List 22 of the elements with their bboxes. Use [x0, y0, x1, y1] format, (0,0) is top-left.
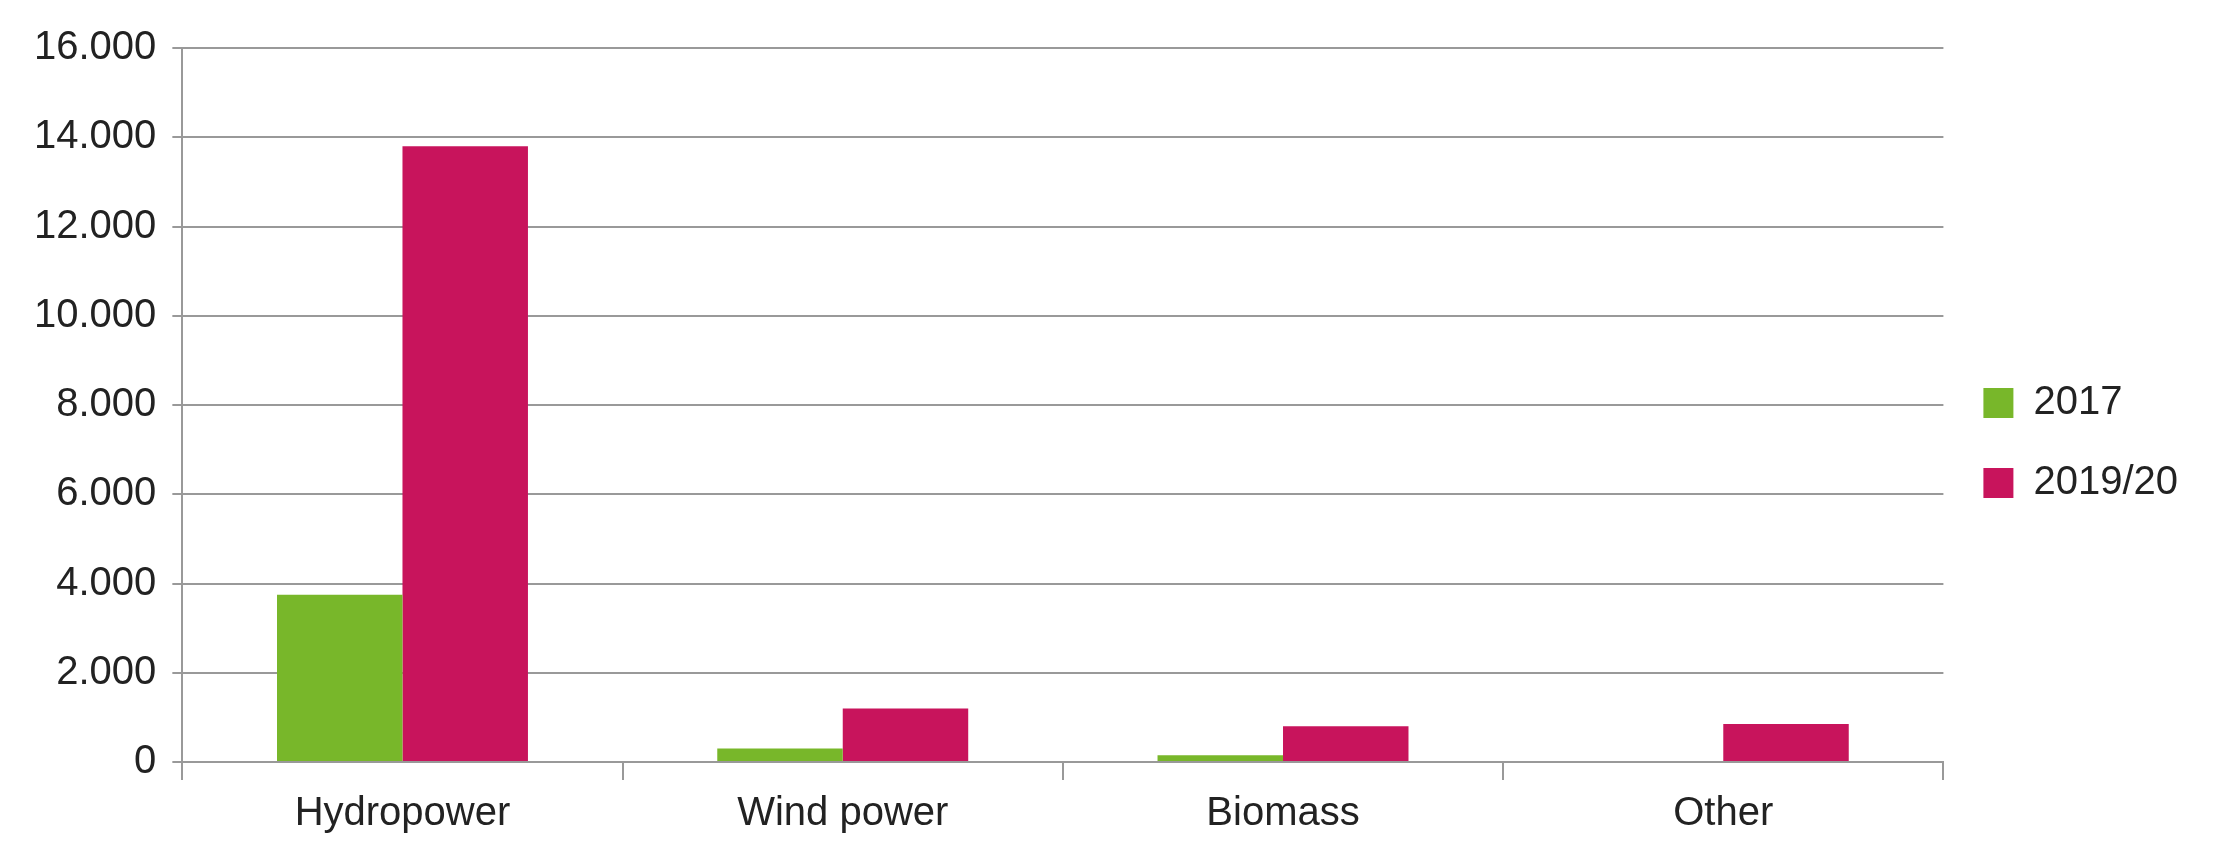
- x-tick-label: Biomass: [1206, 789, 1360, 834]
- y-tick-label: 8.000: [56, 380, 157, 425]
- y-tick-label: 4.000: [56, 558, 157, 603]
- y-tick-label: 0: [134, 737, 157, 782]
- bar: [402, 146, 528, 761]
- bar: [842, 708, 969, 761]
- y-tick-label: 14.000: [34, 112, 157, 157]
- legend-label: 2019/20: [2033, 458, 2178, 503]
- bar: [1283, 726, 1409, 761]
- y-tick-label: 12.000: [34, 201, 157, 246]
- x-tick-label: Other: [1673, 789, 1774, 834]
- y-tick-label: 16.000: [34, 23, 157, 68]
- bar: [717, 748, 843, 761]
- y-tick-label: 10.000: [34, 290, 157, 335]
- y-tick-label: 2.000: [56, 647, 157, 692]
- x-tick-label: Hydropower: [294, 789, 511, 834]
- y-tick-label: 6.000: [56, 469, 157, 514]
- x-tick-label: Wind power: [737, 789, 949, 834]
- bar: [1157, 755, 1284, 761]
- bar: [1723, 724, 1849, 761]
- bar: [277, 594, 403, 761]
- legend-label: 2017: [2033, 378, 2123, 423]
